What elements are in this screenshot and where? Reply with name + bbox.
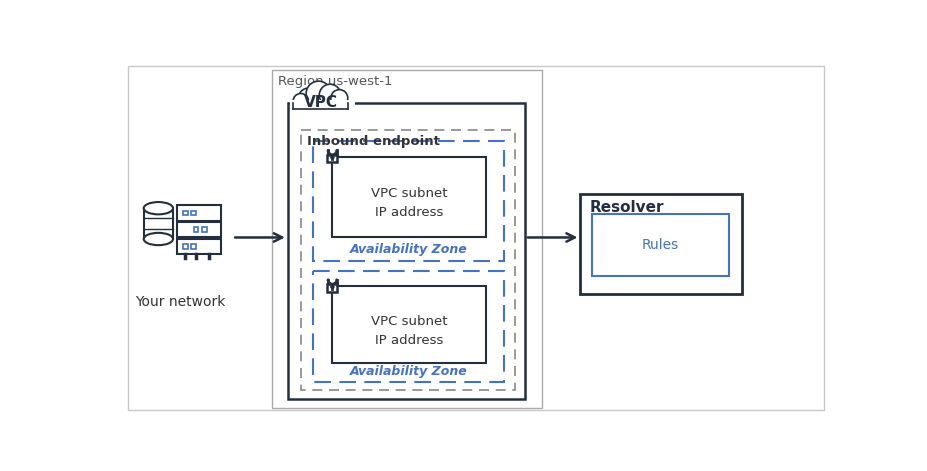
Circle shape bbox=[331, 285, 334, 288]
Bar bbox=[177, 239, 222, 254]
Bar bbox=[312, 270, 503, 382]
Bar bbox=[290, 100, 354, 115]
Bar bbox=[183, 211, 187, 215]
Bar bbox=[579, 194, 742, 294]
Bar bbox=[327, 155, 337, 162]
Ellipse shape bbox=[144, 233, 172, 245]
Bar bbox=[332, 157, 486, 237]
Bar bbox=[327, 284, 337, 292]
Bar bbox=[177, 222, 222, 237]
Circle shape bbox=[306, 81, 331, 106]
Text: Inbound endpoint: Inbound endpoint bbox=[307, 136, 439, 148]
Circle shape bbox=[319, 84, 340, 106]
Text: VPC: VPC bbox=[303, 95, 337, 110]
Text: Resolver: Resolver bbox=[589, 200, 664, 215]
Ellipse shape bbox=[144, 202, 172, 214]
Text: Availability Zone: Availability Zone bbox=[349, 365, 467, 378]
Bar bbox=[144, 208, 172, 239]
Text: Your network: Your network bbox=[134, 295, 225, 309]
Text: VPC subnet
IP address: VPC subnet IP address bbox=[371, 315, 447, 347]
Text: VPC subnet
IP address: VPC subnet IP address bbox=[371, 187, 447, 219]
Bar bbox=[202, 227, 207, 232]
Bar bbox=[194, 227, 198, 232]
Circle shape bbox=[293, 93, 308, 109]
Bar bbox=[183, 244, 187, 249]
Bar bbox=[287, 103, 525, 399]
Text: Rules: Rules bbox=[641, 238, 679, 252]
Bar bbox=[177, 205, 222, 220]
Bar bbox=[272, 70, 541, 407]
Bar bbox=[300, 130, 514, 390]
Bar bbox=[591, 214, 728, 276]
Text: Availability Zone: Availability Zone bbox=[349, 244, 467, 256]
Bar bbox=[191, 244, 196, 249]
Circle shape bbox=[298, 88, 318, 108]
Circle shape bbox=[331, 89, 348, 106]
Bar bbox=[332, 286, 486, 363]
Bar bbox=[312, 141, 503, 260]
Circle shape bbox=[331, 156, 334, 159]
Text: Region us-west-1: Region us-west-1 bbox=[278, 75, 392, 88]
Bar bbox=[191, 211, 196, 215]
